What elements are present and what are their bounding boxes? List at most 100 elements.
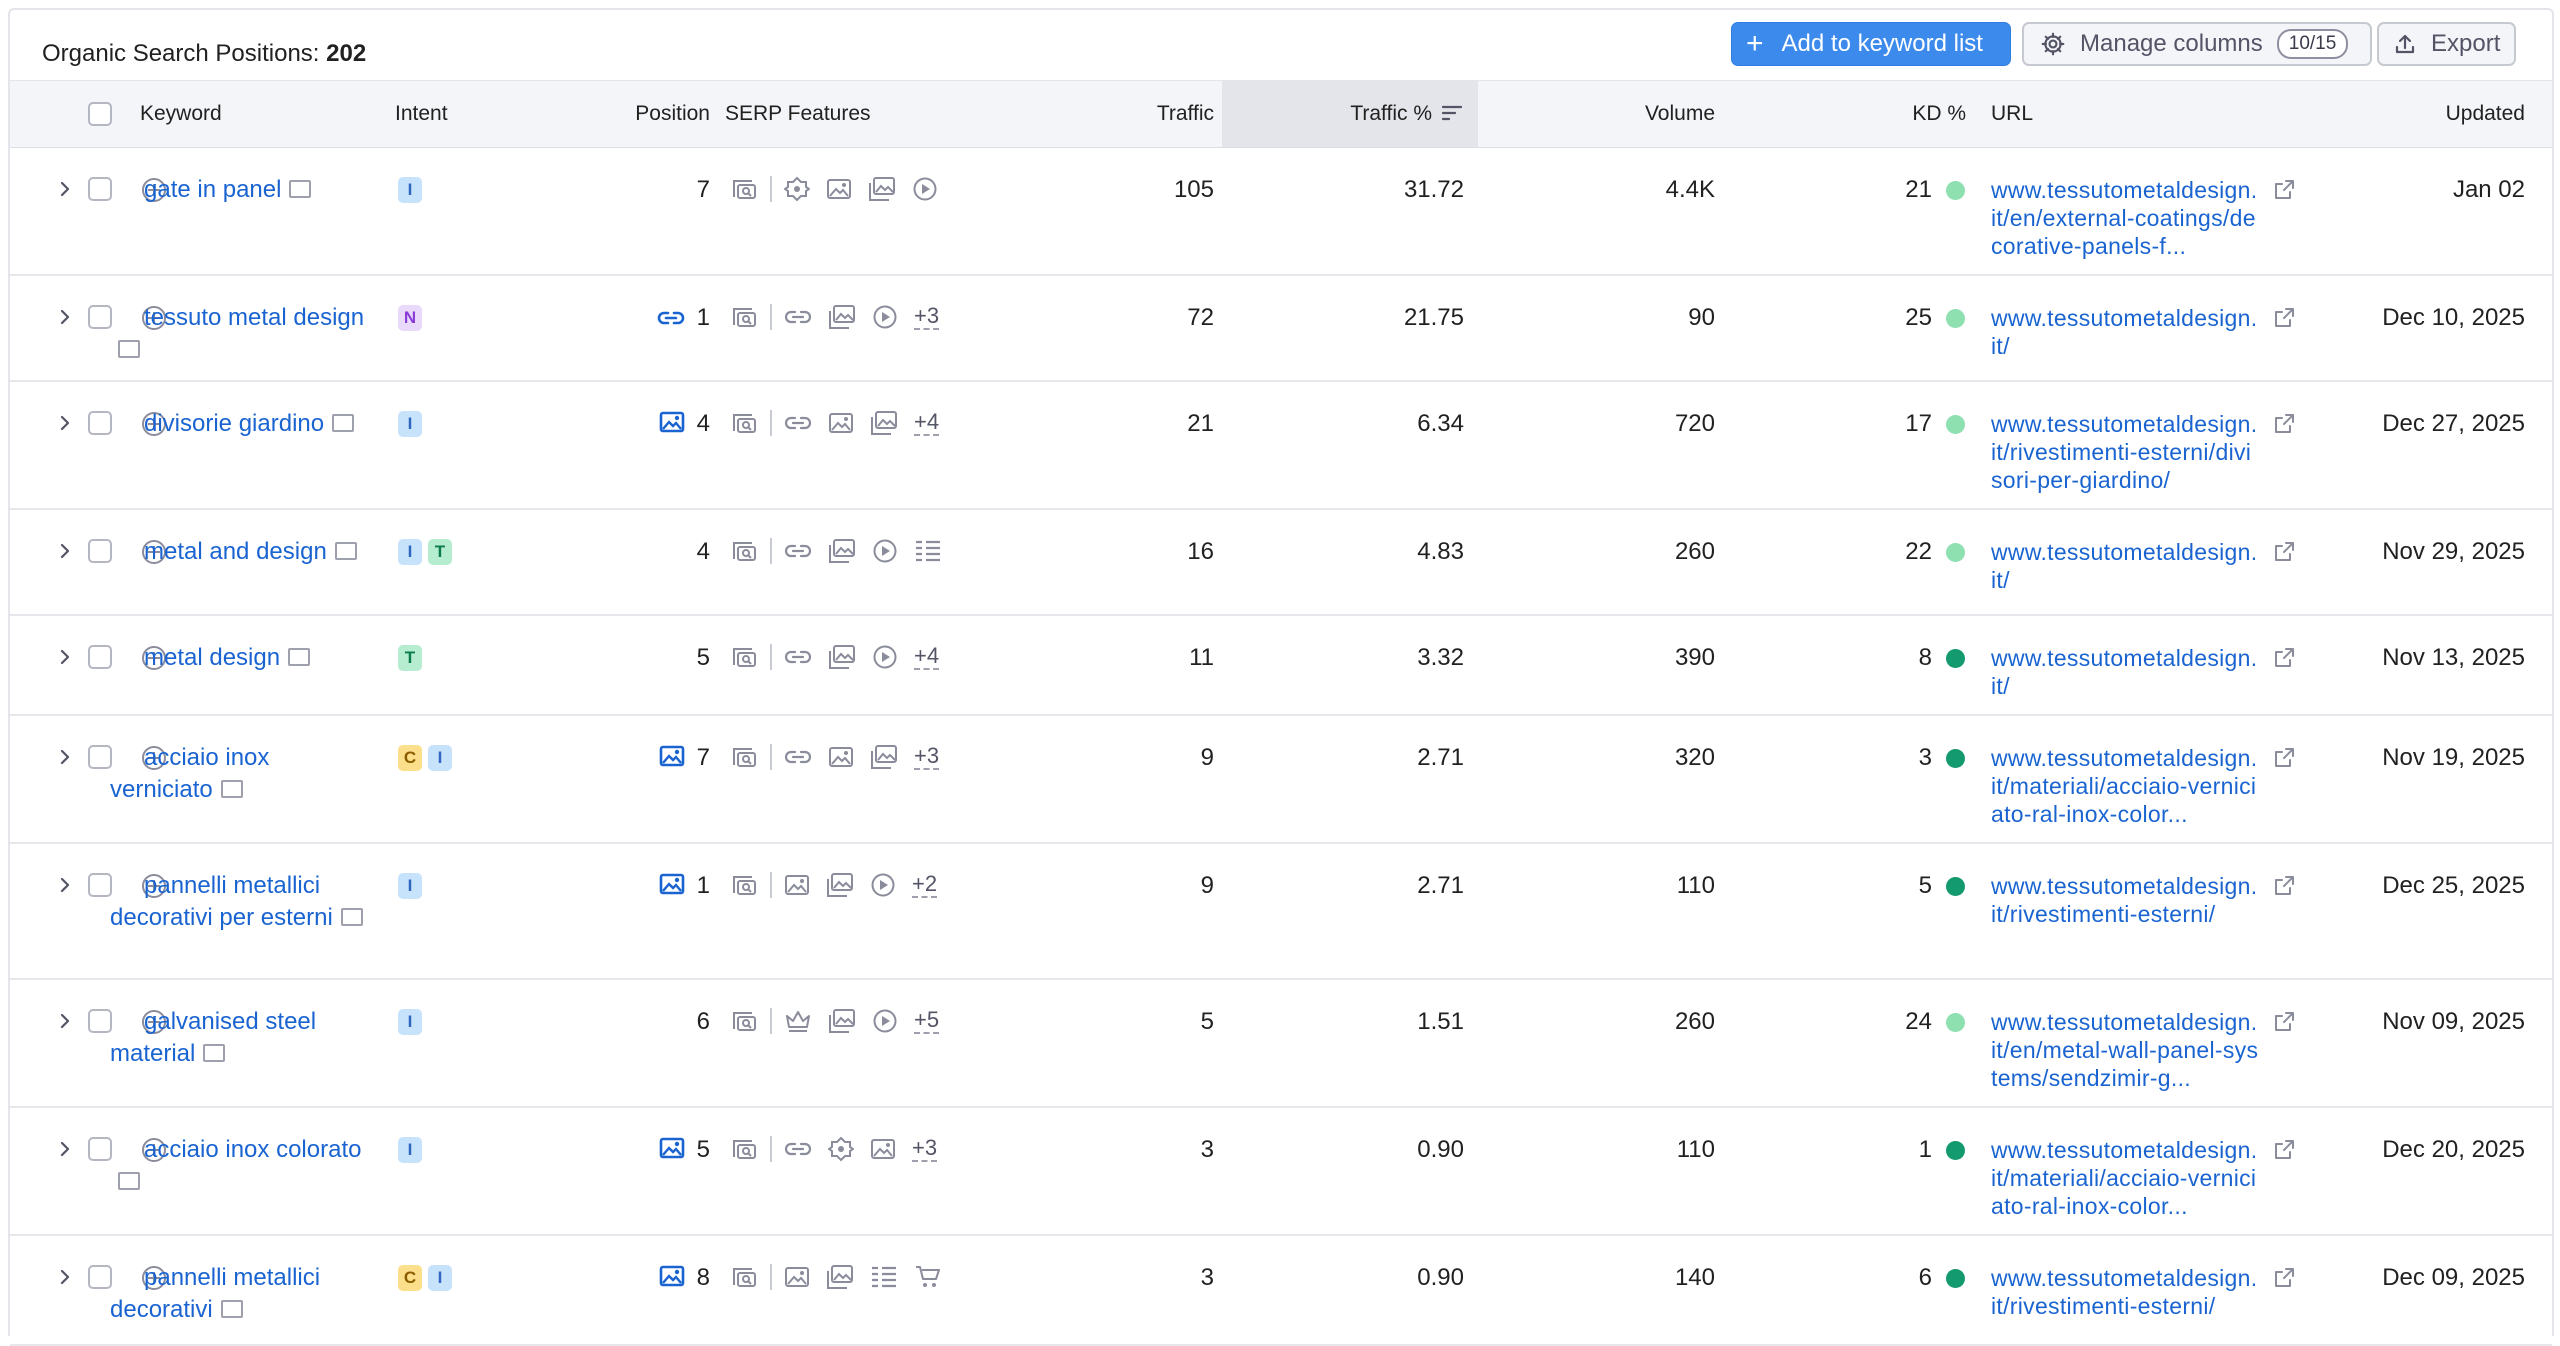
- image-icon[interactable]: [784, 873, 810, 897]
- serp-snapshot-icon[interactable]: [118, 340, 140, 358]
- expand-row-icon[interactable]: [56, 542, 74, 560]
- col-traffic[interactable]: Traffic: [1156, 102, 1214, 125]
- serp-snapshot-icon[interactable]: [118, 1172, 140, 1190]
- external-link-icon[interactable]: [2272, 646, 2296, 670]
- external-link-icon[interactable]: [2272, 306, 2296, 330]
- url-link[interactable]: www.tessutometaldesign.it/: [1991, 305, 2258, 359]
- expand-row-icon[interactable]: [56, 180, 74, 198]
- add-keyword-icon[interactable]: [142, 1138, 166, 1162]
- serp-more-link[interactable]: +5: [914, 1007, 940, 1034]
- image-pack-icon[interactable]: [732, 177, 758, 201]
- table-row[interactable]: acciaio inox verniciato C I 7 +3 9 2.71 320 3 www…: [10, 714, 2552, 844]
- image-pack-icon[interactable]: [732, 305, 758, 329]
- col-serp-features[interactable]: SERP Features: [725, 102, 871, 125]
- row-checkbox[interactable]: [88, 1009, 112, 1033]
- col-position[interactable]: Position: [635, 102, 710, 125]
- keyword-link[interactable]: metal and design: [110, 536, 375, 568]
- row-checkbox[interactable]: [88, 411, 112, 435]
- keyword-link[interactable]: pannelli metallici decorativi: [110, 1264, 321, 1323]
- image-icon[interactable]: [828, 411, 854, 435]
- table-row[interactable]: pannelli metallici decorativi C I 8 3 0.90 140…: [10, 1234, 2552, 1346]
- external-link-icon[interactable]: [2272, 1138, 2296, 1162]
- col-url[interactable]: URL: [1991, 102, 2034, 125]
- url-link[interactable]: www.tessutometaldesign.it/: [1991, 539, 2258, 593]
- expand-row-icon[interactable]: [56, 648, 74, 666]
- row-checkbox[interactable]: [88, 305, 112, 329]
- url-link[interactable]: www.tessutometaldesign.it/rivestimenti-e…: [1991, 1265, 2258, 1319]
- external-link-icon[interactable]: [2272, 1010, 2296, 1034]
- url-link[interactable]: www.tessutometaldesign.it/rivestimenti-e…: [1991, 411, 2258, 493]
- link-icon[interactable]: [784, 647, 812, 667]
- col-updated[interactable]: Updated: [2445, 102, 2525, 125]
- table-row[interactable]: galvanised steel material I 6 +5 5 1.51 260 24 w…: [10, 978, 2552, 1108]
- keyword-link[interactable]: divisorie giardino: [110, 408, 375, 440]
- knowledge-panel-icon[interactable]: [828, 1136, 854, 1162]
- external-link-icon[interactable]: [2272, 874, 2296, 898]
- expand-row-icon[interactable]: [56, 414, 74, 432]
- manage-columns-button[interactable]: Manage columns 10/15: [2022, 22, 2372, 66]
- crown-icon[interactable]: [784, 1009, 812, 1033]
- image-icon[interactable]: [870, 1137, 896, 1161]
- add-keyword-icon[interactable]: [142, 540, 166, 564]
- video-icon[interactable]: [912, 176, 938, 202]
- image-icon[interactable]: [828, 745, 854, 769]
- image-pack-icon[interactable]: [732, 411, 758, 435]
- col-kd[interactable]: KD %: [1912, 102, 1966, 125]
- video-icon[interactable]: [872, 1008, 898, 1034]
- export-button[interactable]: Export: [2377, 22, 2516, 66]
- add-keyword-icon[interactable]: [142, 746, 166, 770]
- expand-row-icon[interactable]: [56, 748, 74, 766]
- link-icon[interactable]: [784, 1139, 812, 1159]
- row-checkbox[interactable]: [88, 539, 112, 563]
- select-all-checkbox[interactable]: [88, 102, 112, 126]
- add-keyword-icon[interactable]: [142, 1010, 166, 1034]
- keyword-link[interactable]: acciaio inox verniciato: [110, 744, 270, 803]
- image-icon[interactable]: [826, 177, 852, 201]
- expand-row-icon[interactable]: [56, 876, 74, 894]
- keyword-link[interactable]: tessuto metal design: [110, 302, 375, 366]
- link-icon[interactable]: [784, 541, 812, 561]
- serp-snapshot-icon[interactable]: [334, 542, 357, 560]
- row-checkbox[interactable]: [88, 1265, 112, 1289]
- row-checkbox[interactable]: [88, 873, 112, 897]
- table-row[interactable]: metal and design I T 4 16 4.83 260 22 www.tessut…: [10, 508, 2552, 616]
- list-icon[interactable]: [914, 539, 942, 563]
- image-pack-icon[interactable]: [732, 873, 758, 897]
- image-gallery-icon[interactable]: [826, 1264, 854, 1290]
- image-pack-icon[interactable]: [732, 539, 758, 563]
- keyword-link[interactable]: gate in panel: [110, 174, 375, 206]
- serp-snapshot-icon[interactable]: [340, 908, 363, 926]
- table-row[interactable]: acciaio inox colorato I 5 +3 3 0.90 110 1 www.te…: [10, 1106, 2552, 1236]
- keyword-link[interactable]: acciaio inox colorato: [110, 1134, 375, 1198]
- serp-more-link[interactable]: +3: [914, 743, 940, 770]
- url-link[interactable]: www.tessutometaldesign.it/en/external-co…: [1991, 177, 2258, 259]
- link-icon[interactable]: [784, 747, 812, 767]
- image-gallery-icon[interactable]: [870, 410, 898, 436]
- add-to-keyword-list-button[interactable]: + Add to keyword list: [1731, 22, 2011, 66]
- serp-more-link[interactable]: +4: [914, 409, 940, 436]
- external-link-icon[interactable]: [2272, 1266, 2296, 1290]
- expand-row-icon[interactable]: [56, 1012, 74, 1030]
- expand-row-icon[interactable]: [56, 1140, 74, 1158]
- keyword-link[interactable]: pannelli metallici decorativi per estern…: [110, 870, 375, 934]
- url-link[interactable]: www.tessutometaldesign.it/rivestimenti-e…: [1991, 873, 2258, 927]
- url-link[interactable]: www.tessutometaldesign.it/: [1991, 645, 2258, 699]
- col-volume[interactable]: Volume: [1644, 102, 1715, 125]
- video-icon[interactable]: [872, 644, 898, 670]
- serp-snapshot-icon[interactable]: [220, 780, 243, 798]
- video-icon[interactable]: [872, 304, 898, 330]
- external-link-icon[interactable]: [2272, 746, 2296, 770]
- serp-snapshot-icon[interactable]: [203, 1044, 226, 1062]
- add-keyword-icon[interactable]: [142, 412, 166, 436]
- image-gallery-icon[interactable]: [870, 744, 898, 770]
- row-checkbox[interactable]: [88, 745, 112, 769]
- table-row[interactable]: gate in panel I 7 105 31.72 4.4K 21 www.tessuto…: [10, 146, 2552, 276]
- image-pack-icon[interactable]: [732, 645, 758, 669]
- external-link-icon[interactable]: [2272, 540, 2296, 564]
- keyword-link[interactable]: metal design: [110, 642, 375, 674]
- image-icon[interactable]: [784, 1265, 810, 1289]
- url-link[interactable]: www.tessutometaldesign.it/en/metal-wall-…: [1991, 1009, 2259, 1091]
- add-keyword-icon[interactable]: [142, 178, 166, 202]
- row-checkbox[interactable]: [88, 177, 112, 201]
- image-gallery-icon[interactable]: [868, 176, 896, 202]
